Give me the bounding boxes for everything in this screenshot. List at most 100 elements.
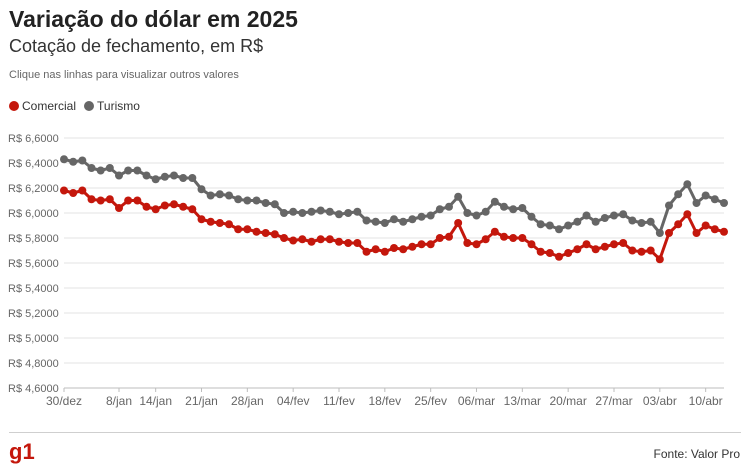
data-point-turismo	[215, 190, 224, 199]
data-point-turismo	[335, 210, 343, 219]
data-point-comercial	[500, 232, 508, 241]
data-point-turismo	[289, 207, 298, 216]
data-point-turismo	[252, 196, 261, 205]
data-point-comercial	[463, 239, 472, 247]
data-point-comercial	[362, 247, 371, 256]
data-point-turismo	[197, 185, 206, 194]
data-point-comercial	[619, 239, 628, 247]
x-tick-label: 10/abr	[689, 394, 723, 408]
y-tick-label: R$ 5,8000	[8, 233, 59, 245]
data-point-comercial	[591, 245, 600, 254]
data-point-comercial	[380, 247, 389, 256]
data-point-turismo	[307, 207, 316, 216]
data-point-turismo	[344, 209, 353, 217]
data-point-turismo	[243, 196, 252, 205]
data-point-turismo	[371, 217, 380, 226]
data-point-comercial	[445, 232, 453, 241]
data-point-turismo	[509, 205, 518, 214]
data-point-comercial	[582, 240, 591, 249]
data-point-turismo	[133, 166, 142, 175]
data-point-comercial	[225, 220, 233, 229]
x-tick-label: 28/jan	[231, 394, 264, 408]
data-point-comercial	[316, 235, 325, 244]
y-tick-label: R$ 5,4000	[8, 283, 59, 295]
data-point-turismo	[69, 157, 78, 166]
data-point-turismo	[78, 156, 87, 165]
g1-logo: g1	[9, 439, 35, 464]
data-point-comercial	[637, 247, 646, 256]
data-point-turismo	[637, 219, 646, 227]
data-point-turismo	[426, 211, 435, 220]
data-point-turismo	[527, 212, 536, 221]
data-point-comercial	[215, 219, 224, 227]
data-point-comercial	[197, 215, 206, 224]
data-point-comercial	[234, 225, 243, 234]
x-tick-label: 03/abr	[643, 394, 677, 408]
data-point-turismo	[674, 190, 683, 199]
data-point-comercial	[628, 246, 637, 255]
data-point-turismo	[160, 172, 169, 181]
x-tick-label: 06/mar	[458, 394, 495, 408]
data-point-comercial	[188, 205, 197, 214]
data-point-comercial	[69, 189, 78, 197]
data-point-turismo	[60, 155, 68, 164]
data-point-comercial	[600, 242, 609, 251]
data-point-turismo	[408, 215, 417, 224]
data-point-turismo	[188, 174, 197, 182]
data-point-comercial	[683, 210, 692, 219]
data-point-comercial	[390, 244, 398, 252]
data-point-turismo	[481, 207, 490, 216]
legend-item-turismo[interactable]: Turismo	[84, 99, 140, 113]
data-point-turismo	[261, 199, 270, 207]
data-point-turismo	[353, 207, 362, 216]
x-tick-label: 27/mar	[595, 394, 632, 408]
data-point-turismo	[390, 215, 398, 224]
data-point-comercial	[105, 195, 114, 204]
data-point-turismo	[692, 199, 701, 207]
data-point-turismo	[298, 209, 307, 217]
legend-item-comercial[interactable]: Comercial	[9, 99, 76, 113]
x-tick-label: 18/fev	[368, 394, 401, 408]
data-point-turismo	[555, 225, 563, 234]
legend-label-turismo: Turismo	[97, 99, 140, 113]
data-point-comercial	[472, 240, 481, 249]
data-point-turismo	[142, 171, 151, 180]
data-point-comercial	[133, 196, 142, 205]
data-point-turismo	[435, 205, 444, 214]
data-point-turismo	[646, 217, 655, 226]
data-point-turismo	[179, 174, 188, 182]
chart-legend: Comercial Turismo	[9, 99, 140, 113]
x-tick-label: 14/jan	[139, 394, 172, 408]
line-chart: R$ 4,6000 R$ 4,8000 R$ 5,0000 R$ 5,2000 R$ 5…	[8, 133, 728, 408]
data-point-turismo	[463, 209, 472, 217]
data-point-turismo	[87, 164, 96, 172]
data-point-turismo	[591, 217, 600, 226]
data-point-turismo	[454, 192, 463, 201]
data-point-comercial	[243, 225, 252, 234]
data-point-turismo	[683, 180, 692, 189]
data-point-turismo	[151, 175, 160, 184]
x-tick-label: 25/fev	[414, 394, 447, 408]
data-point-comercial	[270, 230, 279, 239]
data-point-comercial	[60, 186, 68, 195]
chart-hint: Clique nas linhas para visualizar outros…	[9, 69, 239, 81]
data-point-comercial	[701, 221, 710, 230]
data-point-comercial	[454, 219, 463, 227]
data-point-turismo	[701, 191, 710, 200]
data-point-comercial	[555, 252, 563, 261]
y-tick-label: R$ 4,8000	[8, 358, 59, 370]
data-point-comercial	[298, 235, 307, 244]
data-point-turismo	[124, 166, 133, 175]
data-point-comercial	[610, 240, 618, 249]
data-point-turismo	[170, 171, 178, 180]
data-point-turismo	[545, 221, 554, 230]
data-point-comercial	[536, 247, 545, 256]
data-point-turismo	[710, 195, 719, 204]
data-point-comercial	[371, 245, 380, 254]
data-point-comercial	[179, 202, 188, 211]
data-point-comercial	[417, 240, 426, 249]
y-tick-label: R$ 6,6000	[8, 133, 59, 145]
data-point-comercial	[646, 246, 655, 255]
data-point-turismo	[490, 197, 499, 206]
data-point-turismo	[96, 166, 105, 175]
